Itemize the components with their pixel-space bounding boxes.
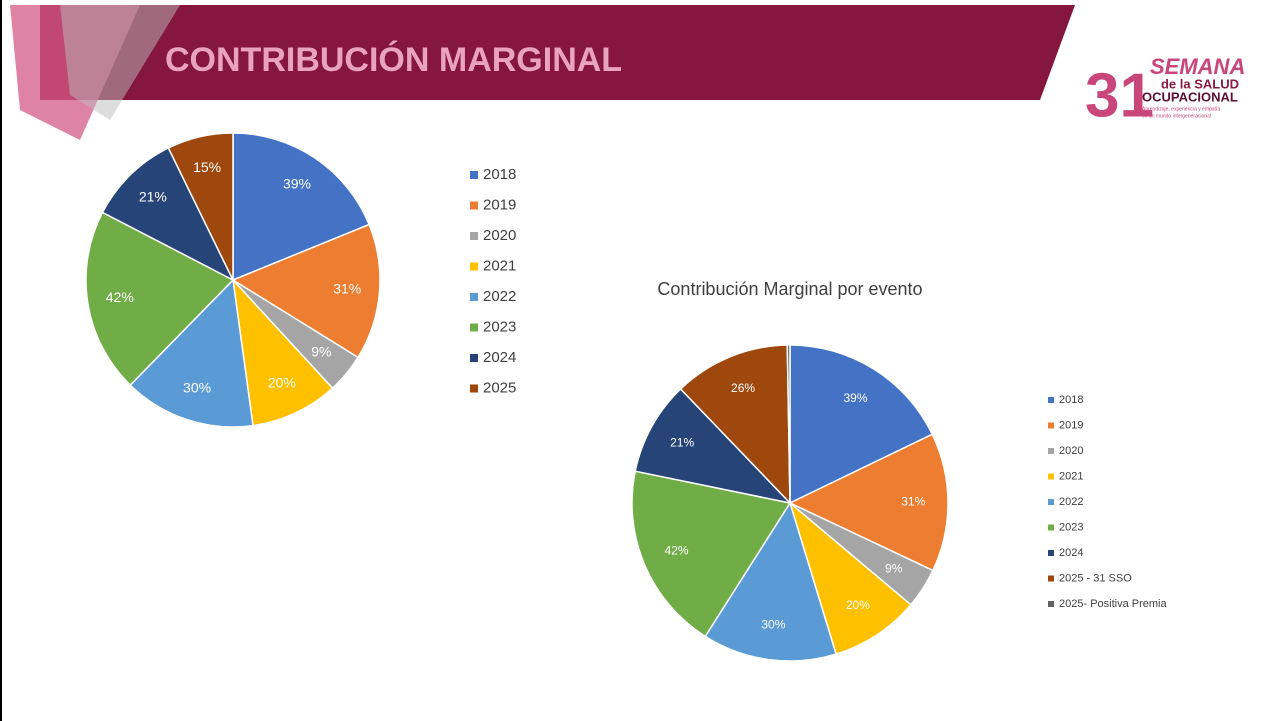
data-label: 39% <box>843 391 867 405</box>
logo-text: en un mundo intergeneracional <box>1142 113 1211 119</box>
logo-text: Aprendizaje, experiencia y empatía <box>1142 106 1220 112</box>
legend-swatch <box>1048 397 1054 403</box>
data-label: 20% <box>268 374 296 390</box>
legend-label: 2024 <box>483 349 516 366</box>
data-label: 21% <box>139 189 167 205</box>
legend-label: 2025 - 31 SSO <box>1059 572 1132 584</box>
legend-label: 2021 <box>483 257 516 274</box>
legend-label: 2019 <box>483 196 516 213</box>
data-label: 9% <box>311 344 331 360</box>
legend-label: 2022 <box>483 288 516 305</box>
legend-label: 2020 <box>1059 445 1083 457</box>
legend-swatch <box>1048 601 1054 607</box>
legend-label: 2025- Positiva Premia <box>1059 598 1167 610</box>
legend-swatch <box>470 354 478 362</box>
legend-swatch <box>470 171 478 179</box>
legend-label: 2025 <box>483 379 516 396</box>
logo-text: SEMANA <box>1150 54 1245 79</box>
legend-swatch <box>470 232 478 240</box>
legend-swatch <box>470 263 478 271</box>
legend-swatch <box>470 293 478 301</box>
data-label: 42% <box>665 543 689 557</box>
legend-swatch <box>1048 525 1054 531</box>
data-label: 20% <box>846 598 870 612</box>
legend-label: 2020 <box>483 227 516 244</box>
data-label: 26% <box>731 381 755 395</box>
slide: CONTRIBUCIÓN MARGINAL 31 SEMANA de la SA… <box>0 0 1285 721</box>
legend-swatch <box>1048 550 1054 556</box>
legend-swatch <box>1048 474 1054 480</box>
data-label: 39% <box>283 176 311 192</box>
logo-text: OCUPACIONAL <box>1142 89 1238 104</box>
data-label: 30% <box>761 617 785 631</box>
legend-label: 2021 <box>1059 470 1083 482</box>
legend-label: 2023 <box>1059 521 1083 533</box>
data-label: 30% <box>183 380 211 396</box>
data-label: 15% <box>193 159 221 175</box>
legend-label: 2018 <box>483 166 516 183</box>
legend-swatch <box>1048 576 1054 582</box>
data-label: 9% <box>885 562 903 576</box>
data-label: 21% <box>670 436 694 450</box>
legend-label: 2024 <box>1059 547 1083 559</box>
legend-swatch <box>470 324 478 332</box>
legend-swatch <box>1048 423 1054 429</box>
legend-swatch <box>1048 448 1054 454</box>
legend-swatch <box>470 385 478 393</box>
legend-label: 2019 <box>1059 419 1083 431</box>
slide-title: CONTRIBUCIÓN MARGINAL <box>165 41 622 79</box>
legend-label: 2022 <box>1059 496 1083 508</box>
legend-label: 2018 <box>1059 394 1083 406</box>
legend-label: 2023 <box>483 318 516 335</box>
chart-title: Contribución Marginal por evento <box>657 279 922 299</box>
legend-swatch <box>470 202 478 210</box>
legend-swatch <box>1048 499 1054 505</box>
data-label: 42% <box>106 289 134 305</box>
data-label: 31% <box>333 280 361 296</box>
data-label: 31% <box>901 495 925 509</box>
